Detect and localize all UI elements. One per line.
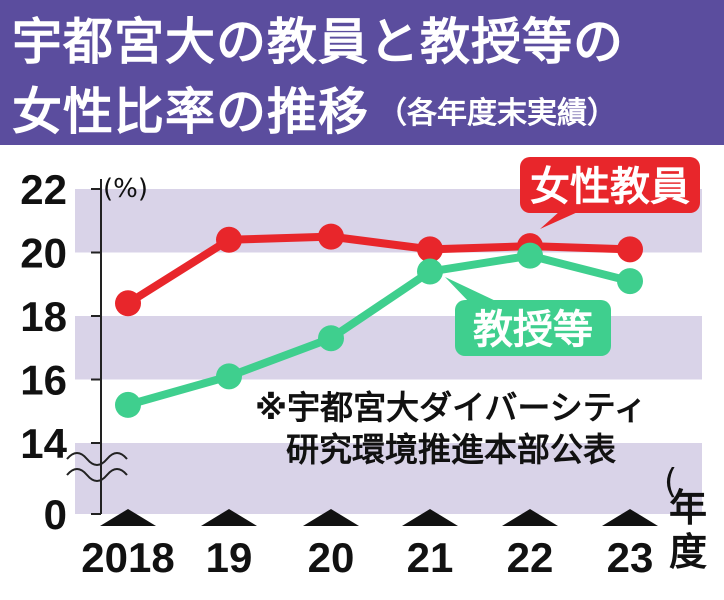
data-point: [517, 242, 543, 269]
x-tick-label: 20: [308, 534, 355, 581]
data-point: [318, 325, 344, 352]
x-tick-marker: [303, 509, 359, 526]
title-banner: 宇都宮大の教員と教授等の 女性比率の推移 （各年度末実績）: [0, 0, 724, 145]
data-point: [617, 236, 643, 263]
source-note-line-2: 研究環境推進本部公表: [286, 430, 616, 469]
chart-title-line-2-text: 女性比率の推移: [12, 83, 369, 141]
series-line: [126, 251, 631, 409]
chart-title-line-2: 女性比率の推移 （各年度末実績）: [12, 72, 617, 144]
chart-title-note: （各年度末実績）: [377, 96, 617, 131]
x-axis-label: 年: [669, 486, 707, 530]
series-label-box: [455, 300, 611, 356]
y-tick-label: 16: [20, 357, 67, 404]
series-label-text: 教授等: [473, 307, 593, 353]
line-chart: (%) 0 14 16 18 20 22 2018 19 20 21 22 23(年度 女性教員教授等…: [20, 157, 707, 581]
y-tick-label: 18: [20, 293, 67, 340]
grid-band: [75, 443, 702, 514]
series-label-pointer: [445, 277, 500, 303]
x-tick-marker: [100, 509, 156, 526]
data-point: [115, 290, 141, 317]
x-axis-label: 度: [669, 530, 707, 574]
y-tick-label: 0: [44, 491, 67, 538]
x-tick-label: 22: [507, 534, 554, 581]
series-label-text: 女性教員: [530, 164, 690, 210]
x-tick-label: 21: [407, 534, 454, 581]
data-point: [617, 268, 643, 295]
data-point: [216, 226, 242, 253]
series-label-pointer: [540, 211, 580, 229]
x-tick-marker: [402, 509, 458, 526]
series-lines: [115, 223, 643, 418]
data-point: [417, 236, 443, 263]
axis-break-wave: [66, 452, 128, 466]
x-tick-label: 23: [607, 534, 654, 581]
y-tick-label: 14: [20, 420, 67, 467]
axis-break-wave: [66, 468, 128, 482]
x-unit-paren: (: [664, 462, 677, 502]
data-point: [417, 258, 443, 285]
x-tick-marker: [602, 509, 658, 526]
y-axis-label: (%): [103, 174, 148, 204]
series-line: [125, 232, 631, 307]
x-tick-marker: [502, 509, 558, 526]
y-tick-label: 20: [20, 230, 67, 277]
axis-break: [66, 452, 128, 482]
data-point: [318, 223, 344, 250]
y-axis: (%) 0 14 16 18 20 22: [20, 166, 148, 538]
data-point: [115, 391, 141, 418]
x-tick-label: 2018: [81, 534, 174, 581]
y-tick-label: 22: [20, 166, 67, 213]
chart-title-line-1: 宇都宮大の教員と教授等の: [12, 13, 624, 71]
x-tick-marker: [201, 509, 257, 526]
series-label-box: [520, 157, 700, 213]
x-tick-label: 19: [206, 534, 253, 581]
x-axis: 2018 19 20 21 22 23(年度: [81, 462, 707, 581]
source-note-line-1: ※宇都宮大ダイバーシティ: [255, 388, 647, 427]
data-point: [216, 363, 242, 390]
